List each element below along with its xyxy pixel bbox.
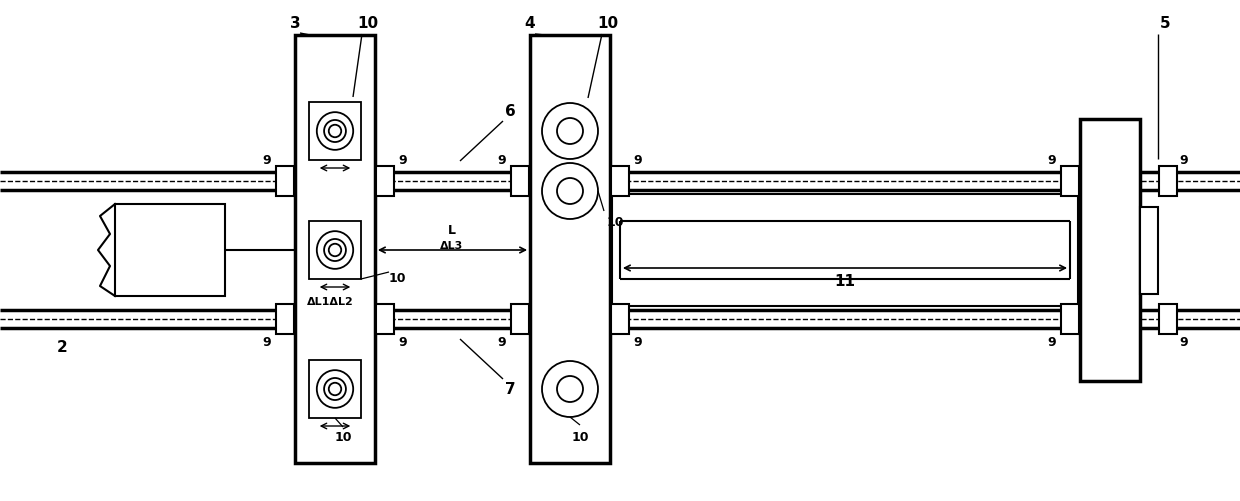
Text: 10: 10 <box>598 17 619 32</box>
Bar <box>1061 167 1079 196</box>
Text: 10: 10 <box>606 215 624 228</box>
Ellipse shape <box>316 113 353 150</box>
Bar <box>1140 207 1158 295</box>
Circle shape <box>542 361 598 417</box>
Circle shape <box>542 164 598 219</box>
Ellipse shape <box>316 370 353 408</box>
Text: 3: 3 <box>290 17 300 32</box>
Text: 5: 5 <box>1159 17 1171 32</box>
Bar <box>611 167 629 196</box>
Bar <box>376 305 394 334</box>
Text: 9: 9 <box>1179 335 1188 348</box>
Bar <box>309 103 361 161</box>
Circle shape <box>329 126 341 138</box>
Text: 4: 4 <box>525 17 536 32</box>
Bar <box>1159 167 1177 196</box>
Circle shape <box>329 383 341 395</box>
Text: 9: 9 <box>263 153 272 166</box>
Bar <box>376 167 394 196</box>
Circle shape <box>557 376 583 402</box>
Bar <box>1080 120 1140 381</box>
Text: 9: 9 <box>1048 153 1056 166</box>
Bar <box>115 204 224 297</box>
Bar <box>295 36 374 463</box>
Text: ΔL1ΔL2: ΔL1ΔL2 <box>306 297 353 307</box>
Ellipse shape <box>324 121 346 143</box>
Bar <box>511 305 529 334</box>
Bar <box>511 167 529 196</box>
Ellipse shape <box>316 231 353 270</box>
Text: 9: 9 <box>634 153 642 166</box>
Bar <box>277 305 294 334</box>
Bar <box>1061 305 1079 334</box>
Text: 10: 10 <box>572 431 589 443</box>
Circle shape <box>557 179 583 204</box>
Bar <box>309 360 361 418</box>
Text: 10: 10 <box>335 431 352 443</box>
Bar <box>309 221 361 280</box>
Bar <box>611 305 629 334</box>
Text: 9: 9 <box>1179 153 1188 166</box>
Text: 9: 9 <box>263 335 272 348</box>
Text: 9: 9 <box>497 153 506 166</box>
Text: L: L <box>448 224 456 237</box>
Text: 10: 10 <box>357 17 378 32</box>
Bar <box>1159 305 1177 334</box>
Text: 9: 9 <box>399 153 407 166</box>
Text: 9: 9 <box>399 335 407 348</box>
Text: 2: 2 <box>57 339 67 354</box>
Text: 7: 7 <box>505 382 516 397</box>
Bar <box>529 36 610 463</box>
Circle shape <box>329 244 341 257</box>
Circle shape <box>557 119 583 145</box>
Text: 10: 10 <box>388 272 405 285</box>
Text: ΔL3: ΔL3 <box>440 240 464 250</box>
Text: 9: 9 <box>497 335 506 348</box>
Ellipse shape <box>324 239 346 262</box>
Text: 11: 11 <box>835 273 856 288</box>
Text: 6: 6 <box>505 104 516 119</box>
Ellipse shape <box>324 378 346 400</box>
Circle shape <box>542 104 598 160</box>
Text: 9: 9 <box>634 335 642 348</box>
Text: 9: 9 <box>1048 335 1056 348</box>
Bar <box>277 167 294 196</box>
